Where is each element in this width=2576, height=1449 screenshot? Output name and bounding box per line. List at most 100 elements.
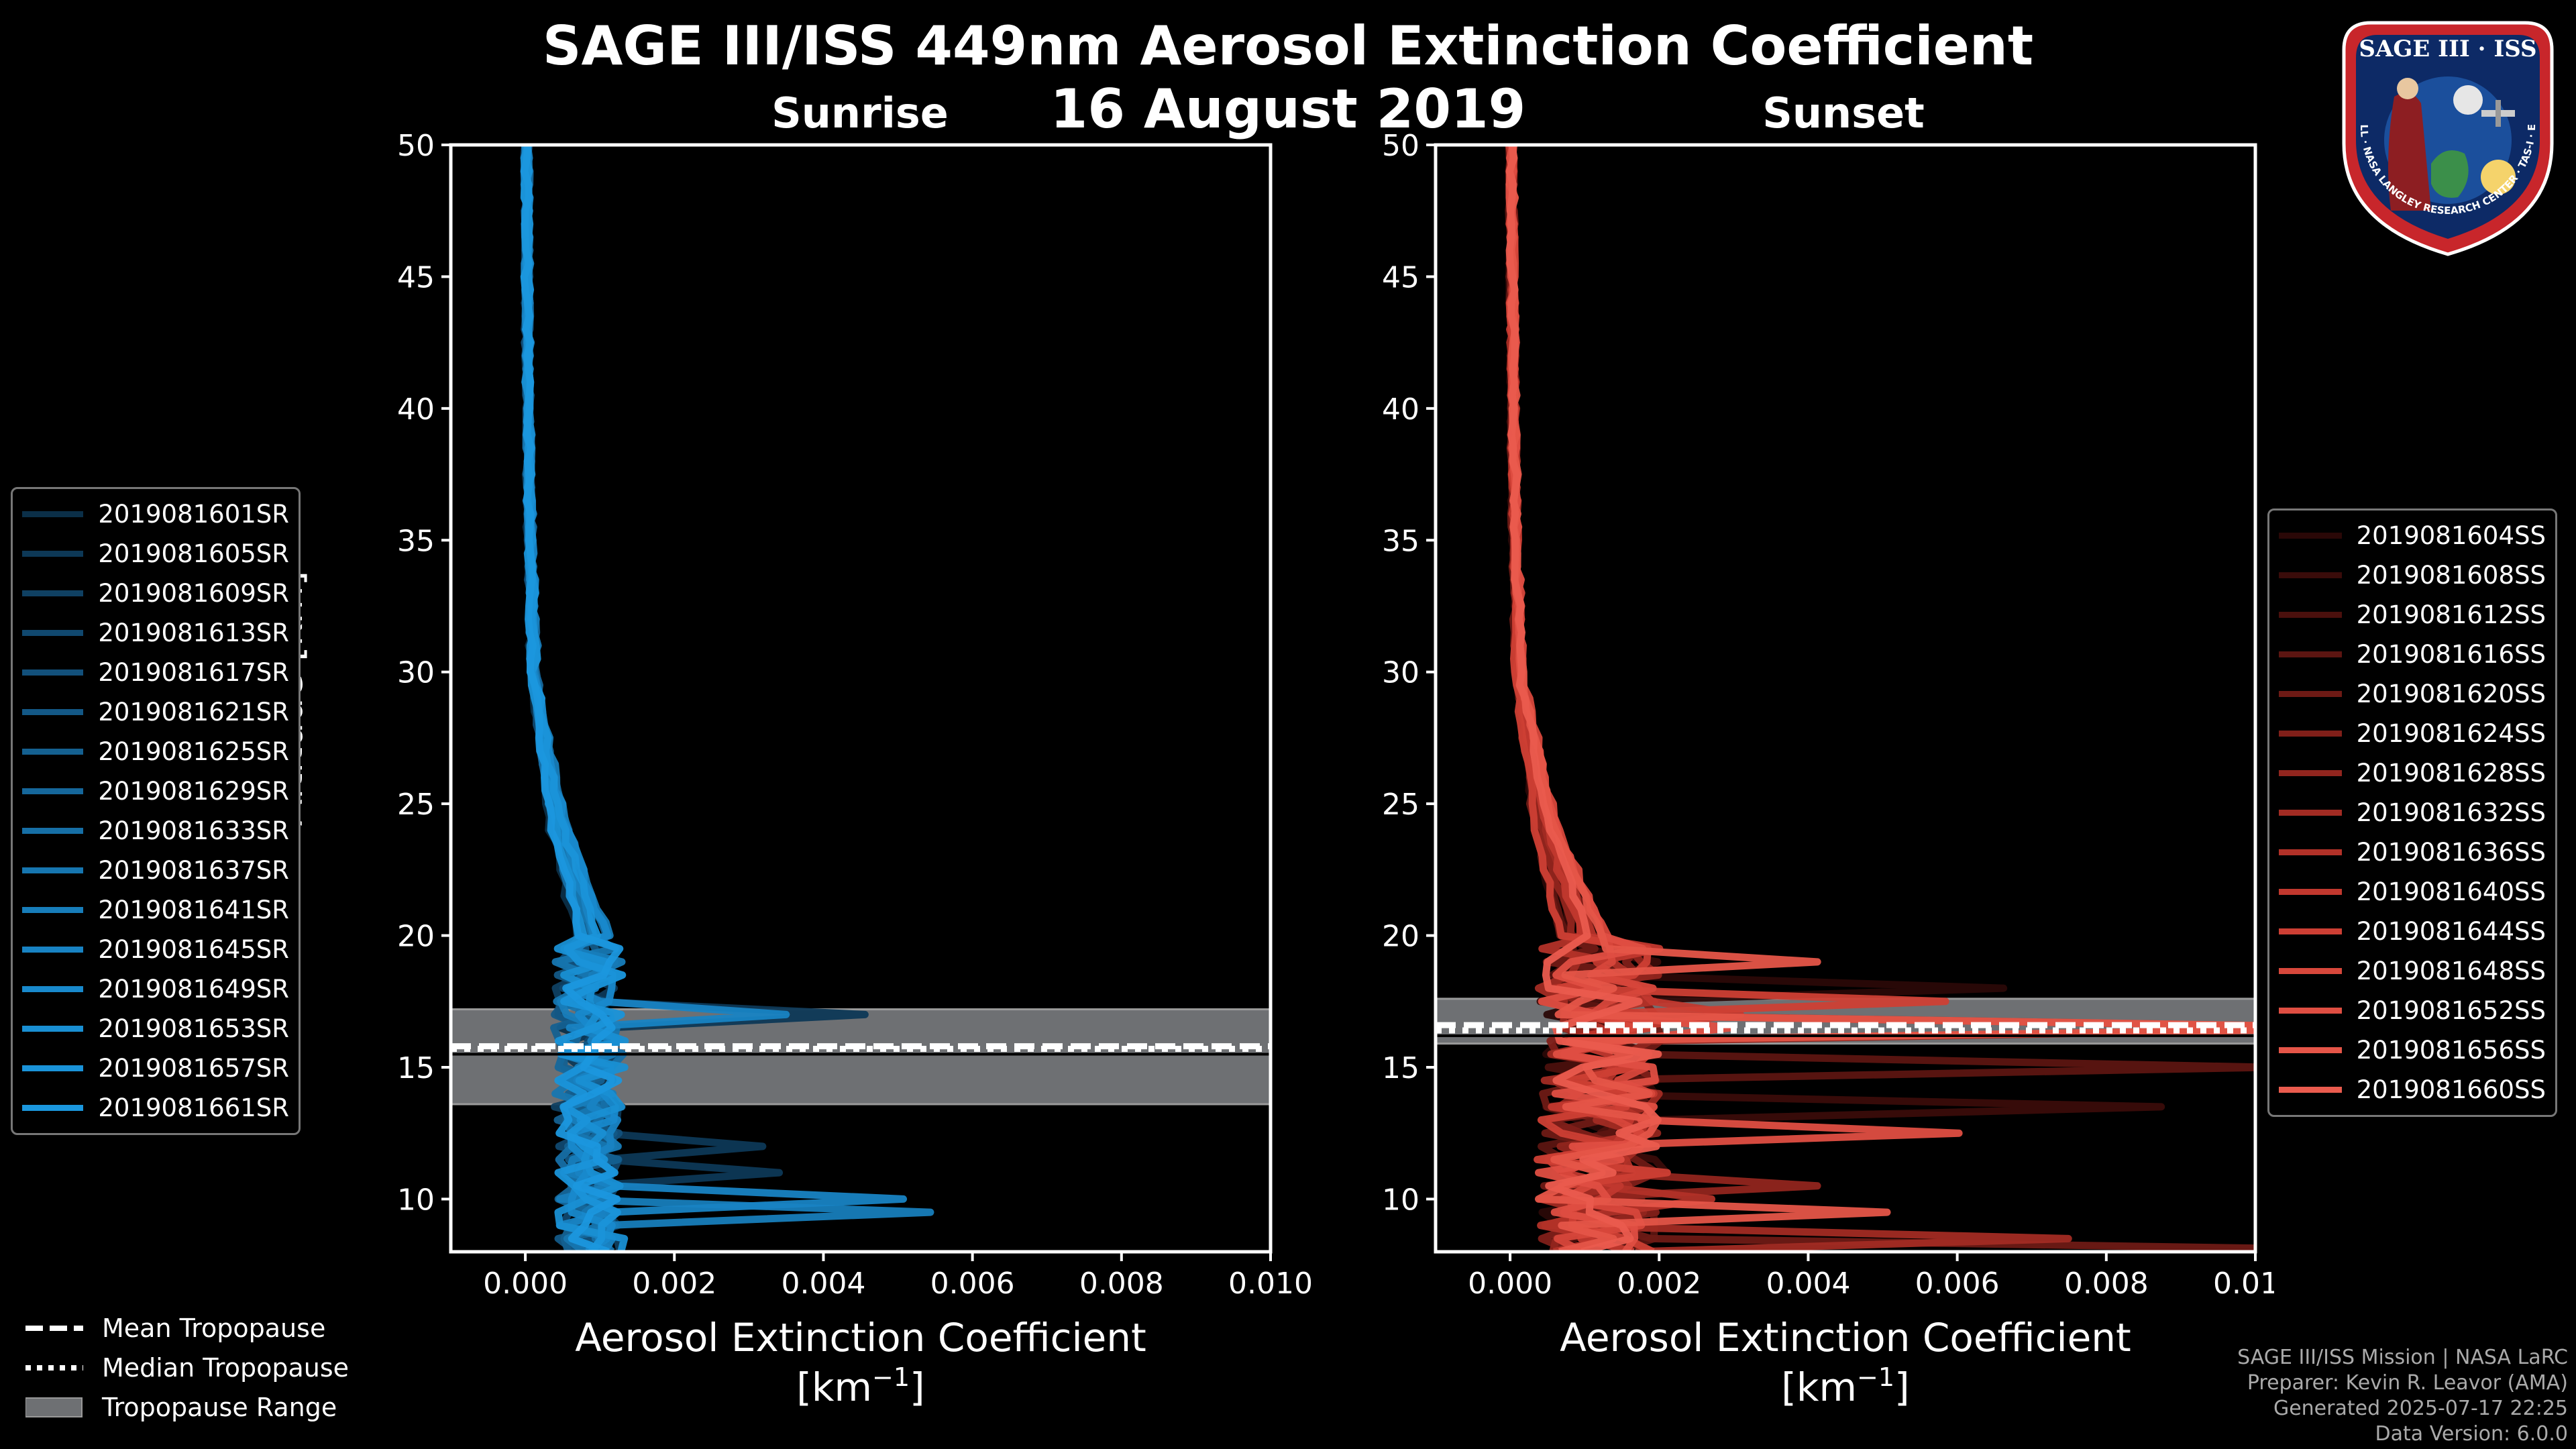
credit-generated: Generated 2025-07-17 22:25 [2273, 1397, 2568, 1420]
y-tick-label: 10 [1382, 1183, 1419, 1217]
legend-entry-2019081628SS: 2019081628SS [2279, 753, 2546, 793]
continent-icon [2431, 150, 2469, 198]
y-tick-label: 25 [1382, 788, 1419, 822]
legend-entry-2019081632SS: 2019081632SS [2279, 793, 2546, 833]
legend-label: 2019081652SS [2356, 996, 2546, 1025]
x-tick-label: 0.008 [1079, 1267, 1164, 1301]
legend-label: 2019081628SS [2356, 759, 2546, 788]
legend-swatch [22, 828, 84, 834]
series-line-2019081656SS [1505, 145, 2255, 1252]
legend-entry-2019081633SR: 2019081633SR [22, 811, 289, 851]
legend-entry-2019081621SR: 2019081621SR [22, 692, 289, 732]
title-line-2: 16 August 2019 [1050, 78, 1526, 140]
legend-swatch [2279, 691, 2342, 697]
x-axis-units: [km−1] [796, 1362, 924, 1410]
legend-label: 2019081608SS [2356, 561, 2546, 590]
sunset-legend: 2019081604SS 2019081608SS 2019081612SS 2019… [2267, 508, 2557, 1117]
legend-swatch [22, 511, 84, 517]
legend-swatch [2279, 533, 2342, 539]
y-tick-label: 40 [1382, 392, 1419, 427]
legend-entry-2019081608SS: 2019081608SS [2279, 555, 2546, 595]
title-line-1: SAGE III/ISS 449nm Aerosol Extinction Co… [542, 15, 2034, 77]
legend-entry-2019081625SR: 2019081625SR [22, 732, 289, 771]
legend-entry-2019081624SS: 2019081624SS [2279, 714, 2546, 753]
legend-entry-2019081629SR: 2019081629SR [22, 771, 289, 811]
y-tick-label: 15 [397, 1051, 435, 1085]
legend-entry-2019081661SR: 2019081661SR [22, 1088, 289, 1128]
legend-entry-2019081604SS: 2019081604SS [2279, 516, 2546, 555]
x-tick-label: 0.010 [2213, 1267, 2274, 1301]
legend-tropopause-range: Tropopause Range [25, 1387, 349, 1427]
x-tick-label: 0.002 [632, 1267, 716, 1301]
legend-mean-tropopause: Mean Tropopause [25, 1308, 349, 1348]
series-line-2019081660SS [1505, 145, 1662, 1252]
y-tick-label: 20 [397, 920, 435, 954]
y-tick-label: 10 [397, 1183, 435, 1217]
moon-icon [2453, 85, 2483, 115]
main-title: SAGE III/ISS 449nm Aerosol Extinction Co… [0, 15, 2576, 141]
dotted-line-icon [25, 1364, 83, 1371]
legend-entry-2019081640SS: 2019081640SS [2279, 872, 2546, 912]
x-tick-label: 0.006 [1915, 1267, 2000, 1301]
legend-label: 2019081604SS [2356, 521, 2546, 550]
credits: SAGE III/ISS Mission | NASA LaRC Prepare… [2237, 1345, 2568, 1447]
legend-label: 2019081616SS [2356, 640, 2546, 669]
y-tick-label: 35 [1382, 524, 1419, 558]
y-tick-label: 30 [1382, 656, 1419, 690]
legend-label: 2019081633SR [98, 816, 289, 845]
plot-frame [1434, 143, 2257, 1254]
legend-label: 2019081641SR [98, 896, 289, 924]
legend-label: 2019081656SS [2356, 1036, 2546, 1065]
sage-iii-iss-logo: SAGE III · ISS BALL · NASA LANGLEY RESEA… [2330, 9, 2554, 256]
legend-label: 2019081624SS [2356, 719, 2546, 748]
legend-label: 2019081637SR [98, 856, 289, 885]
legend-entry-2019081645SR: 2019081645SR [22, 930, 289, 969]
legend-label: 2019081601SR [98, 500, 289, 529]
legend-swatch [22, 788, 84, 794]
x-tick-label: 0.008 [2064, 1267, 2149, 1301]
sunrise-legend: 2019081601SR 2019081605SR 2019081609SR 2019… [11, 487, 301, 1135]
legend-swatch [2279, 612, 2342, 618]
x-tick-label: 0.010 [1228, 1267, 1313, 1301]
legend-swatch [22, 709, 84, 715]
legend-label: 2019081660SS [2356, 1075, 2546, 1104]
legend-entry-2019081616SS: 2019081616SS [2279, 635, 2546, 674]
x-tick-label: 0.002 [1617, 1267, 1701, 1301]
legend-label: 2019081629SR [98, 777, 289, 806]
legend-label: 2019081645SR [98, 935, 289, 964]
series-line-2019081661SR [520, 145, 624, 1252]
legend-entry-2019081649SR: 2019081649SR [22, 969, 289, 1009]
y-tick-label: 45 [397, 260, 435, 294]
legend-swatch [22, 551, 84, 557]
legend-entry-2019081656SS: 2019081656SS [2279, 1030, 2546, 1070]
legend-swatch [22, 630, 84, 636]
dashed-line-icon [25, 1325, 83, 1331]
sunrise-series-group [520, 145, 934, 1252]
legend-label: 2019081620SS [2356, 680, 2546, 708]
sunset-series-group [1505, 145, 2255, 1252]
legend-label: 2019081625SR [98, 737, 289, 766]
legend-entry-2019081648SS: 2019081648SS [2279, 951, 2546, 991]
y-tick-label: 45 [1382, 260, 1419, 294]
legend-entry-2019081653SR: 2019081653SR [22, 1009, 289, 1049]
legend-swatch [2279, 968, 2342, 974]
legend-swatch [2279, 572, 2342, 578]
legend-entry-2019081660SS: 2019081660SS [2279, 1070, 2546, 1110]
legend-entry-2019081644SS: 2019081644SS [2279, 912, 2546, 951]
x-tick-label: 0.006 [930, 1267, 1015, 1301]
legend-label: 2019081632SS [2356, 798, 2546, 827]
legend-entry-2019081641SR: 2019081641SR [22, 890, 289, 930]
y-tick-label: 30 [397, 656, 435, 690]
legend-median-tropopause: Median Tropopause [25, 1348, 349, 1387]
sunrise-panel-title: Sunrise [771, 89, 949, 138]
legend-swatch [22, 590, 84, 596]
sunset-panel-title: Sunset [1762, 89, 1925, 138]
legend-entry-2019081609SR: 2019081609SR [22, 574, 289, 613]
legend-entry-2019081620SS: 2019081620SS [2279, 674, 2546, 714]
legend-label: 2019081648SS [2356, 957, 2546, 985]
legend-label: 2019081657SR [98, 1054, 289, 1083]
y-tick-label: 20 [1382, 920, 1419, 954]
legend-swatch [2279, 889, 2342, 895]
legend-swatch [22, 867, 84, 873]
sun-icon [2481, 160, 2516, 195]
